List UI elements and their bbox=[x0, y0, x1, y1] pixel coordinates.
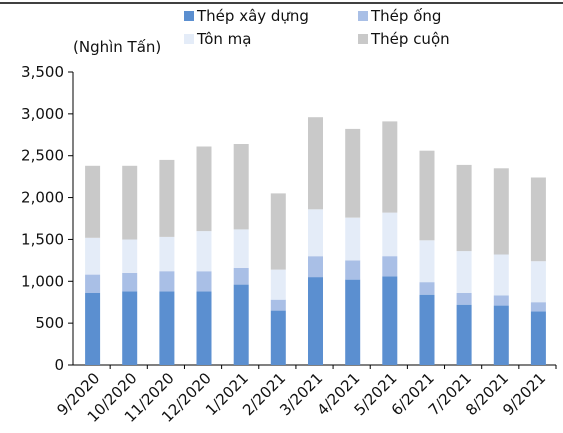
bar-segment-thep-ong bbox=[419, 282, 435, 295]
bar-segment-thep-xay-dung bbox=[233, 284, 249, 365]
y-tick-label: 2,500 bbox=[21, 147, 64, 165]
bar-segment-thep-cuon bbox=[345, 128, 361, 218]
bar-segment-thep-xay-dung bbox=[159, 291, 175, 365]
bar-segment-ton-ma bbox=[345, 217, 361, 261]
bar-segment-thep-ong bbox=[493, 295, 509, 306]
legend-swatch bbox=[358, 11, 368, 21]
y-tick-label: 1,500 bbox=[21, 230, 64, 248]
bars bbox=[85, 117, 546, 365]
bar-segment-thep-ong bbox=[456, 293, 472, 305]
bar-segment-thep-cuon bbox=[196, 146, 212, 232]
bar-segment-thep-ong bbox=[233, 267, 249, 285]
y-axis-unit-label: (Nghìn Tấn) bbox=[73, 38, 161, 56]
y-tick-label: 0 bbox=[54, 356, 64, 374]
bar-segment-thep-xay-dung bbox=[308, 277, 323, 365]
bar-segment-ton-ma bbox=[85, 237, 101, 275]
bar-segment-ton-ma bbox=[196, 231, 212, 272]
y-tick-label: 3,000 bbox=[21, 105, 64, 123]
bar-segment-thep-xay-dung bbox=[419, 294, 435, 365]
legend-swatch bbox=[184, 11, 194, 21]
bar-segment-thep-ong bbox=[196, 271, 212, 292]
y-tick-label: 500 bbox=[35, 314, 64, 332]
bar-segment-thep-xay-dung bbox=[456, 304, 472, 365]
bar-segment-ton-ma bbox=[382, 212, 398, 257]
bar-segment-ton-ma bbox=[270, 269, 286, 300]
bar-segment-thep-xay-dung bbox=[530, 311, 546, 365]
axes: 0 500 1,000 1,500 2,000 2,500 3,000 3,500 bbox=[21, 63, 557, 374]
bar-segment-thep-ong bbox=[530, 302, 546, 312]
legend: Thép xây dựng Thép ống Tôn mạ Thép cuộn bbox=[184, 7, 450, 48]
bar-segment-thep-ong bbox=[345, 260, 361, 280]
bar-segment-ton-ma bbox=[493, 254, 509, 296]
legend-label: Tôn mạ bbox=[196, 30, 251, 48]
bar-segment-thep-xay-dung bbox=[345, 279, 361, 365]
bar-segment-ton-ma bbox=[308, 209, 323, 257]
bar-segment-thep-cuon bbox=[122, 165, 138, 240]
legend-label: Thép cuộn bbox=[370, 30, 450, 48]
bar-segment-ton-ma bbox=[233, 229, 249, 268]
bar-segment-ton-ma bbox=[122, 239, 138, 273]
bar-segment-thep-ong bbox=[122, 272, 138, 292]
legend-label: Thép ống bbox=[370, 7, 441, 25]
bar-segment-thep-xay-dung bbox=[196, 291, 212, 365]
bar-segment-thep-xay-dung bbox=[493, 305, 509, 365]
legend-label: Thép xây dựng bbox=[196, 7, 309, 25]
bar-segment-ton-ma bbox=[530, 261, 546, 303]
bar-segment-thep-ong bbox=[159, 271, 175, 292]
bar-segment-thep-xay-dung bbox=[382, 276, 398, 365]
bar-segment-thep-xay-dung bbox=[85, 293, 101, 365]
x-axis-labels: 9/202010/202011/202012/20201/20212/20213… bbox=[53, 369, 549, 426]
bar-segment-thep-ong bbox=[382, 256, 398, 277]
bar-segment-thep-cuon bbox=[270, 193, 286, 270]
bar-segment-thep-ong bbox=[308, 256, 323, 278]
bar-segment-thep-xay-dung bbox=[270, 310, 286, 365]
bar-segment-ton-ma bbox=[456, 251, 472, 293]
y-tick-label: 2,000 bbox=[21, 189, 64, 207]
bar-segment-ton-ma bbox=[419, 240, 435, 283]
y-tick-label: 3,500 bbox=[21, 63, 64, 81]
legend-swatch bbox=[358, 34, 368, 44]
bar-segment-thep-cuon bbox=[493, 168, 509, 255]
bar-segment-thep-cuon bbox=[159, 159, 175, 237]
bar-segment-thep-cuon bbox=[382, 121, 398, 213]
bar-segment-thep-cuon bbox=[530, 177, 546, 262]
bar-segment-thep-cuon bbox=[456, 164, 472, 252]
bar-segment-thep-xay-dung bbox=[122, 291, 138, 365]
bar-segment-thep-cuon bbox=[233, 144, 249, 230]
legend-swatch bbox=[184, 34, 194, 44]
bar-segment-ton-ma bbox=[159, 236, 175, 272]
y-tick-label: 1,000 bbox=[21, 272, 64, 290]
bar-segment-thep-cuon bbox=[419, 150, 435, 241]
bar-segment-thep-ong bbox=[85, 274, 101, 293]
bar-segment-thep-ong bbox=[270, 299, 286, 311]
bar-segment-thep-cuon bbox=[85, 165, 101, 238]
bar-segment-thep-cuon bbox=[308, 117, 323, 210]
